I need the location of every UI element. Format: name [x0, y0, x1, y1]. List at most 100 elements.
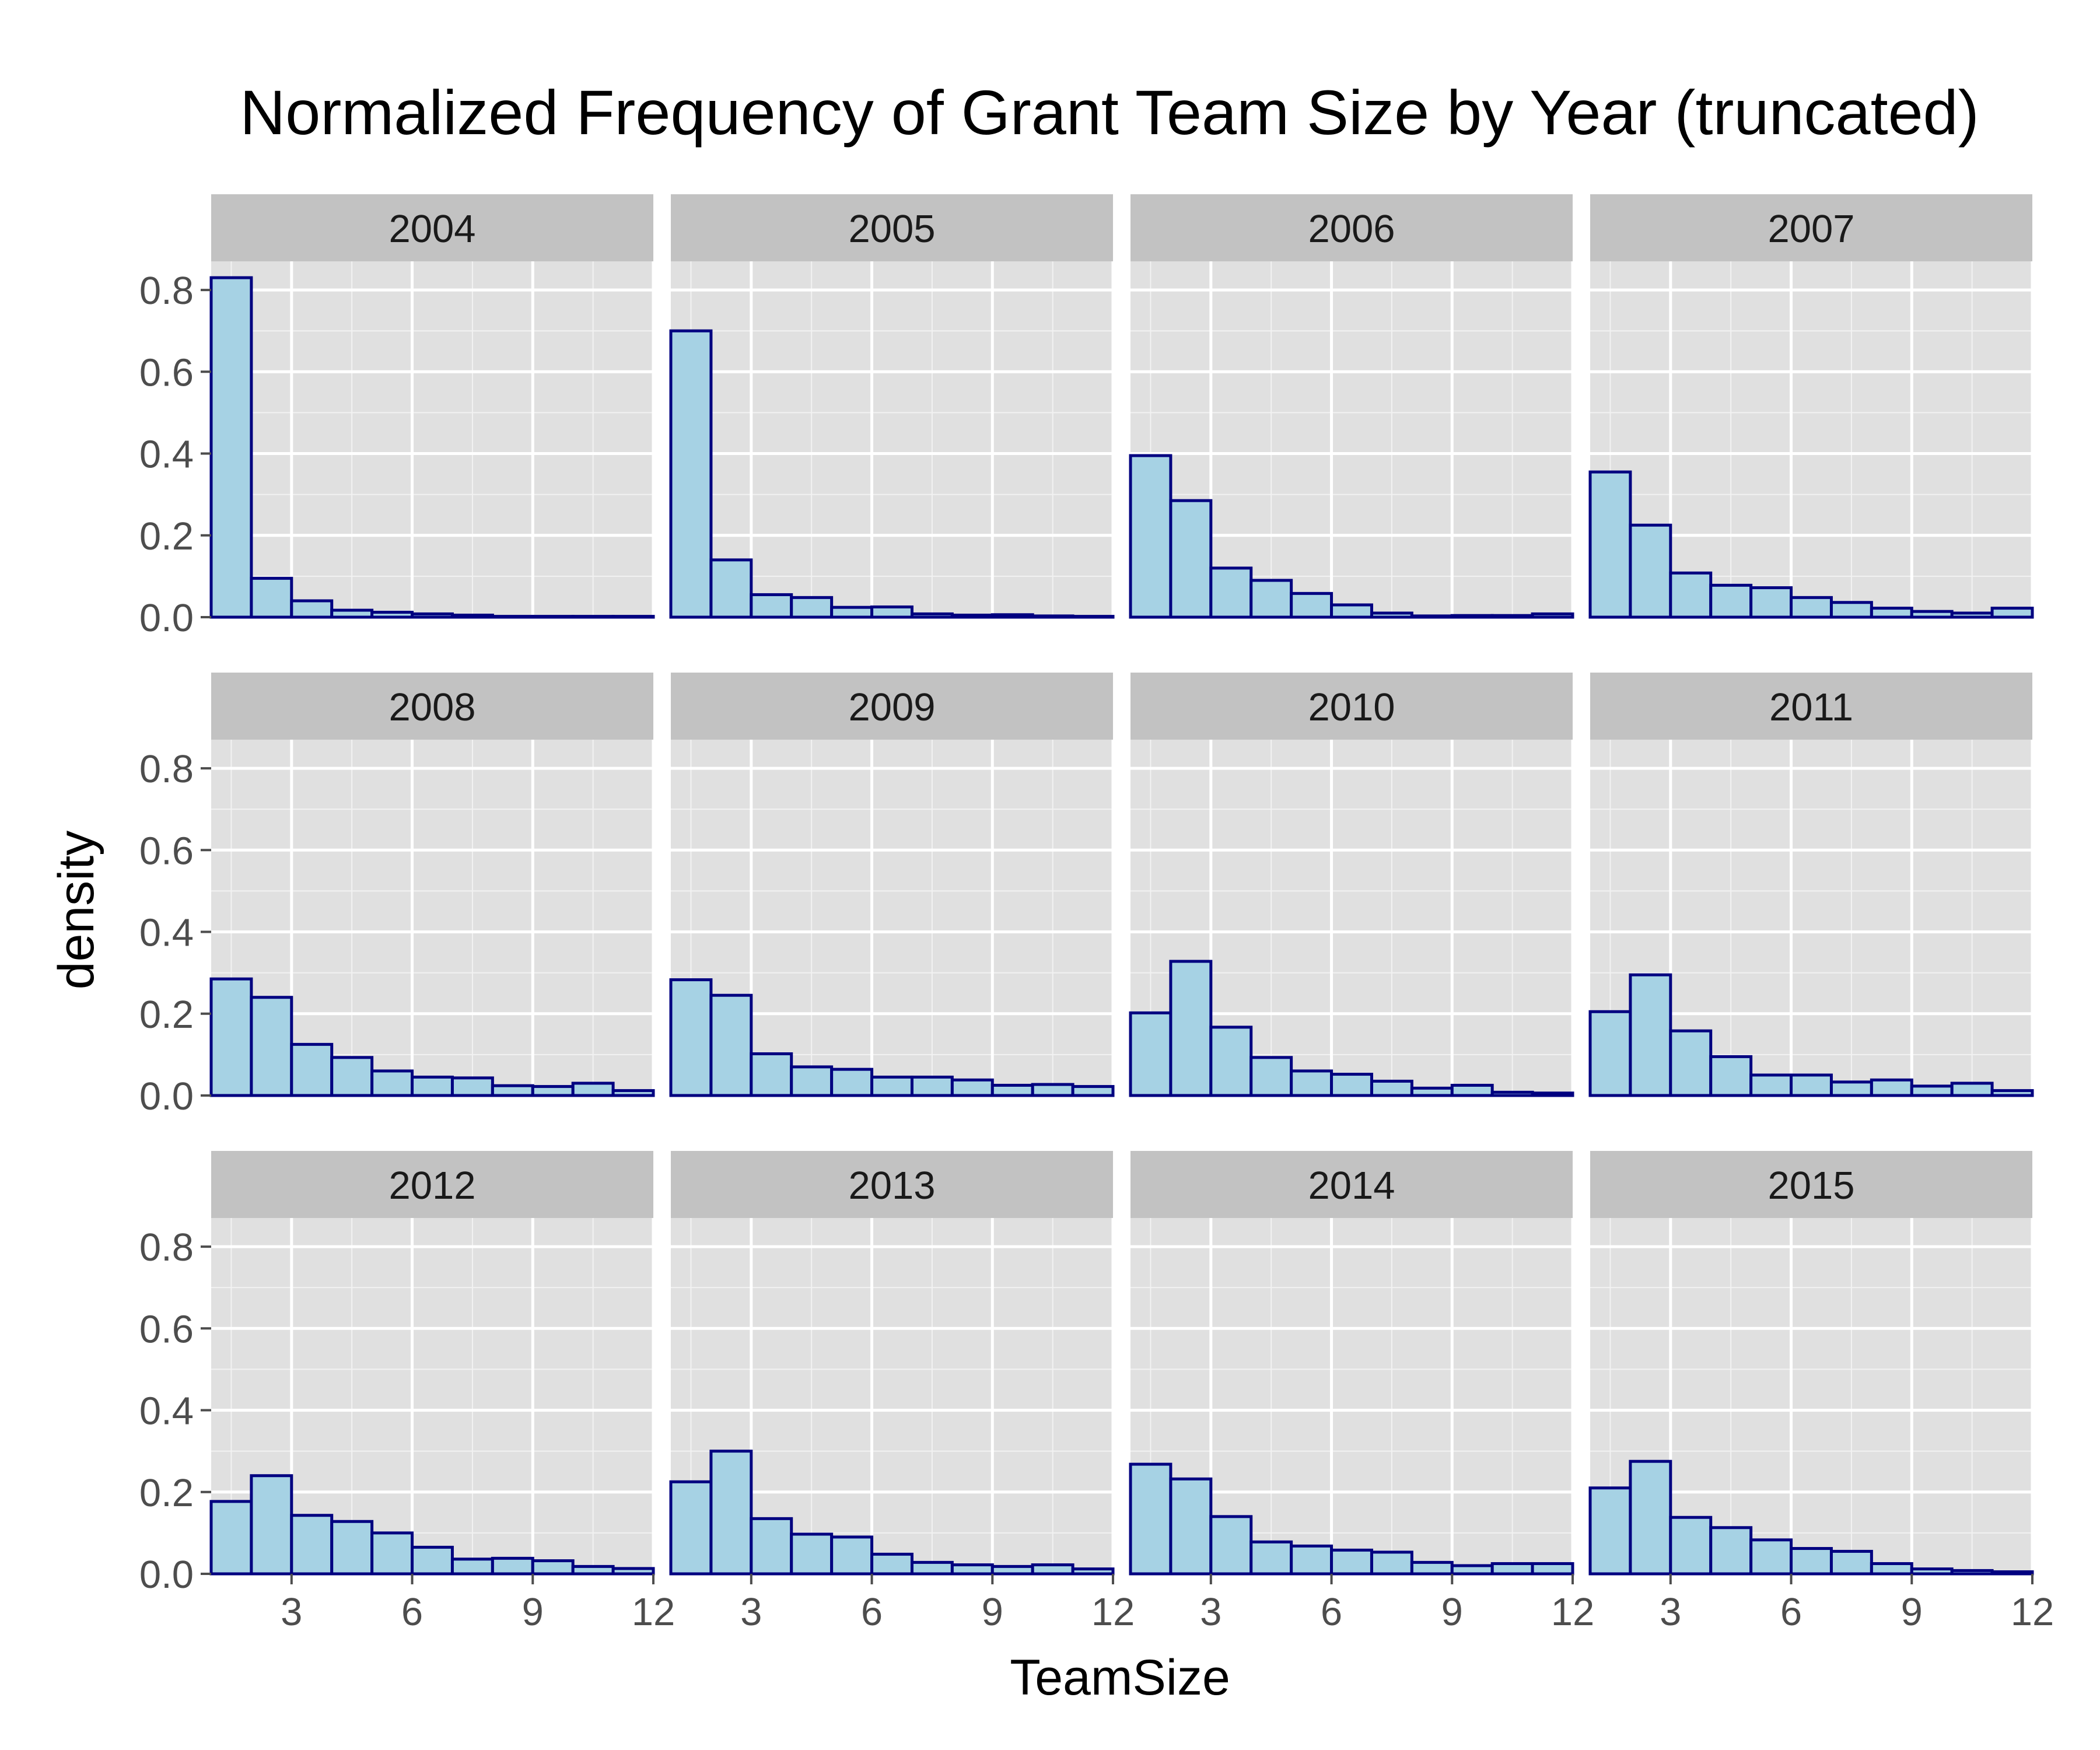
histogram-bar	[1031, 1083, 1074, 1097]
histogram-bar	[669, 329, 713, 619]
histogram-bar	[1169, 960, 1213, 1097]
y-tick-label: 0.2	[139, 1471, 194, 1515]
histogram-bar	[1669, 1516, 1713, 1576]
histogram-bar	[1129, 454, 1172, 619]
histogram-bar	[1790, 596, 1833, 619]
x-tick-label: 12	[1551, 1590, 1595, 1634]
histogram-bar	[1669, 571, 1713, 619]
histogram-bar	[1749, 1538, 1793, 1576]
histogram-bar	[991, 1083, 1034, 1097]
histogram-bar	[370, 1531, 414, 1576]
histogram-bar	[991, 613, 1034, 619]
histogram-bar	[1410, 614, 1454, 619]
histogram-bar	[571, 1564, 615, 1576]
y-tick-label: 0.8	[139, 269, 194, 313]
histogram-bar	[1071, 1085, 1115, 1097]
facet-strip-label: 2013	[848, 1164, 935, 1208]
histogram-bar	[1709, 583, 1753, 619]
y-tick-label: 0.0	[139, 596, 194, 640]
facet-panel-2012: 2012 0.0 0.2 0.4 0.6 0.8 3 6 9 12	[139, 1151, 675, 1634]
histogram-bar	[330, 608, 374, 619]
x-tick-label: 12	[2011, 1590, 2054, 1634]
histogram-bar	[750, 593, 793, 619]
histogram-bar	[1450, 1083, 1494, 1097]
x-tick-label: 9	[1901, 1590, 1923, 1634]
histogram-bar	[750, 1517, 793, 1576]
histogram-bar	[1490, 614, 1534, 619]
histogram-bar	[1209, 1515, 1253, 1576]
histogram-bar	[870, 1075, 914, 1097]
histogram-bar	[1990, 607, 2034, 619]
histogram-bar	[1410, 1086, 1454, 1097]
histogram-bar	[1370, 1079, 1413, 1097]
histogram-bar	[411, 612, 454, 619]
y-tick-label: 0.4	[139, 1390, 194, 1433]
histogram-bar	[1290, 1544, 1334, 1576]
facet-strip-label: 2004	[388, 207, 475, 251]
facet-strip-label: 2007	[1768, 207, 1854, 251]
histogram-bar	[669, 978, 713, 1097]
x-tick-label: 3	[281, 1590, 302, 1634]
facet-strip	[1130, 673, 1573, 740]
facet-strip	[211, 194, 653, 261]
histogram-bar	[290, 1042, 334, 1097]
y-tick-label: 0.2	[139, 993, 194, 1037]
facet-strip-label: 2006	[1308, 207, 1395, 251]
histogram-bar	[870, 1552, 914, 1576]
histogram-bar	[1870, 1078, 1913, 1097]
histogram-bar	[250, 996, 293, 1097]
facet-panel-2008: 2008 0.0 0.2 0.4 0.6 0.8	[139, 673, 655, 1118]
histogram-bar	[1490, 1090, 1534, 1097]
facet-strip-label: 2011	[1769, 685, 1853, 729]
facet-strip-label: 2005	[848, 207, 935, 251]
histogram-bar	[669, 1480, 713, 1576]
facet-panel-2006: 2006	[1129, 194, 1574, 619]
histogram-bar	[209, 977, 253, 1097]
histogram-bar	[1990, 1570, 2034, 1576]
y-axis-title: density	[48, 831, 104, 990]
histogram-bar	[370, 1069, 414, 1097]
histogram-bar	[411, 1545, 454, 1576]
y-tick-label: 0.0	[139, 1074, 194, 1118]
facet-strip-label: 2010	[1308, 685, 1395, 729]
histogram-bar	[790, 596, 834, 619]
facet-strip	[211, 673, 653, 740]
histogram-bar	[1829, 1080, 1873, 1097]
y-tick-label: 0.6	[139, 351, 194, 394]
histogram-bar	[611, 1567, 655, 1576]
histogram-bar	[910, 1560, 954, 1576]
histogram-bar	[1950, 1082, 1994, 1097]
histogram-bar	[330, 1520, 374, 1576]
facet-strip-label: 2009	[848, 685, 935, 729]
panel-background	[671, 261, 1113, 617]
y-tick-label: 0.6	[139, 1307, 194, 1351]
x-tick-label: 6	[1321, 1590, 1342, 1634]
histogram-bar	[1829, 1549, 1873, 1576]
y-tick-label: 0.8	[139, 1226, 194, 1269]
histogram-bar	[1169, 499, 1213, 619]
x-tick-label: 9	[982, 1590, 1003, 1634]
histogram-bar	[1490, 1562, 1534, 1576]
x-tick-label: 12	[632, 1590, 676, 1634]
histogram-bar	[290, 599, 334, 619]
histogram-bar	[1450, 614, 1494, 619]
facet-panel-2014: 2014 3 6 9 12	[1129, 1151, 1595, 1634]
x-tick-label: 6	[401, 1590, 423, 1634]
histogram-bar	[411, 1075, 454, 1097]
y-tick-label: 0.0	[139, 1553, 194, 1597]
histogram-bar	[950, 1563, 994, 1576]
histogram-bar	[1290, 592, 1334, 619]
histogram-bar	[450, 1076, 494, 1097]
facet-strip	[1590, 1151, 2032, 1218]
histogram-bar	[709, 1450, 753, 1576]
histogram-bar	[531, 1085, 575, 1097]
facet-strip	[211, 1151, 653, 1218]
histogram-bar	[1629, 523, 1672, 619]
histogram-bar	[1870, 607, 1913, 619]
histogram-bar	[611, 1089, 655, 1097]
y-tick-label: 0.4	[139, 433, 194, 477]
histogram-bar	[250, 1474, 293, 1576]
histogram-bar	[1209, 566, 1253, 619]
histogram-bar	[1990, 1089, 2034, 1097]
